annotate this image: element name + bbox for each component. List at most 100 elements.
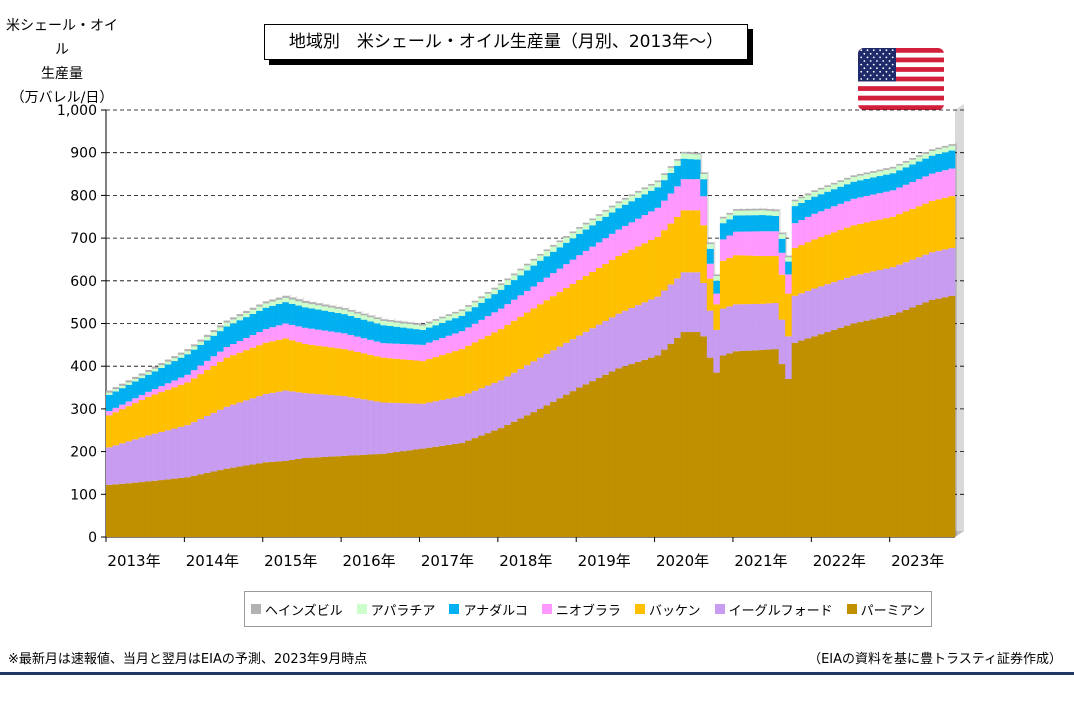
bar-segment: [288, 297, 296, 300]
bar-segment: [432, 340, 440, 358]
bar-segment: [798, 245, 806, 294]
bar-segment: [680, 153, 688, 159]
bar-segment: [452, 333, 460, 352]
bar-segment: [824, 332, 832, 537]
bar-segment: [432, 401, 440, 447]
bar-segment: [262, 307, 270, 330]
bar-segment: [145, 396, 153, 436]
bar-segment: [870, 177, 877, 195]
bar-segment: [804, 199, 812, 217]
bar-segment: [850, 181, 858, 199]
bar-segment: [282, 295, 290, 298]
bar-segment: [367, 321, 375, 340]
x-tick-label: 2016年: [343, 552, 396, 570]
bar-segment: [595, 267, 603, 325]
bar-segment: [857, 223, 864, 275]
bar-segment: [857, 180, 864, 198]
bar-segment: [197, 344, 205, 366]
bar-segment: [119, 385, 126, 389]
bar-segment: [106, 392, 113, 395]
bar-segment: [347, 311, 355, 316]
bar-segment: [569, 284, 577, 340]
bar-segment: [203, 360, 211, 371]
bar-segment: [550, 273, 557, 297]
bar-segment: [589, 271, 597, 329]
bar-segment: [589, 246, 597, 272]
bar-segment: [367, 354, 375, 401]
bar-segment: [537, 408, 544, 537]
bar-segment: [582, 224, 590, 230]
bar-segment: [484, 335, 492, 386]
bar-segment: [210, 412, 218, 472]
bar-segment: [517, 275, 525, 296]
bar-segment: [164, 383, 172, 390]
bar-segment: [628, 249, 636, 308]
bar-segment: [256, 345, 264, 397]
bar-segment: [288, 340, 296, 392]
bar-segment: [589, 381, 597, 537]
bar-segment: [628, 222, 636, 250]
bar-segment: [850, 177, 858, 182]
bar-segment: [386, 402, 394, 453]
bar-segment: [510, 299, 518, 321]
bar-segment: [458, 443, 466, 537]
bar-segment: [654, 296, 662, 356]
bar-segment: [693, 159, 701, 180]
bar-segment: [785, 257, 793, 262]
bar-segment: [674, 160, 682, 166]
chart-title: 地域別 米シェール・オイル生産量（月別、2013年～）: [288, 32, 724, 52]
bar-segment: [380, 343, 388, 358]
bar-segment: [125, 401, 133, 407]
bar-segment: [746, 210, 753, 216]
bar-segment: [680, 272, 688, 333]
bar-segment: [563, 242, 571, 265]
bar-segment: [497, 289, 505, 309]
bar-segment: [759, 231, 766, 257]
bar-segment: [203, 340, 211, 361]
bar-segment: [595, 214, 603, 216]
bar-segment: [523, 415, 531, 537]
bar-segment: [458, 349, 466, 397]
bar-segment: [328, 331, 335, 348]
bar-segment: [634, 305, 642, 362]
bar-segment: [948, 144, 956, 146]
bar-segment: [484, 292, 492, 294]
bar-segment: [870, 271, 877, 320]
bar-segment: [857, 173, 864, 176]
bar-segment: [393, 326, 401, 344]
bar-segment: [615, 229, 623, 257]
bar-segment: [700, 172, 708, 175]
bar-segment: [458, 309, 466, 312]
bar-segment: [811, 288, 819, 337]
bar-segment: [386, 320, 394, 322]
bar-segment: [752, 210, 760, 216]
bar-segment: [334, 456, 342, 537]
bar-segment: [288, 324, 296, 341]
bar-segment: [915, 305, 923, 537]
bar-segment: [804, 338, 812, 537]
bar-segment: [837, 279, 845, 328]
bar-segment: [915, 206, 923, 258]
bar-segment: [223, 406, 231, 469]
bar-segment: [915, 179, 923, 207]
bar-segment: [197, 419, 205, 475]
bar-segment: [896, 187, 904, 215]
bar-segment: [752, 231, 760, 256]
bar-segment: [452, 313, 460, 319]
bar-segment: [112, 412, 120, 446]
bar-segment: [210, 365, 218, 413]
bar-segment: [713, 329, 721, 373]
bar-segment: [119, 404, 126, 410]
bar-segment: [491, 312, 499, 333]
bar-segment: [184, 374, 192, 383]
bar-segment: [615, 313, 623, 369]
bar-segment: [765, 231, 773, 257]
bar-segment: [621, 199, 629, 205]
bar-segment: [582, 222, 590, 225]
stacked-bar-chart: 0 100 200 300 400 500 600 700 800 900 1,000 2013年 2…: [57, 103, 964, 570]
bar-segment: [399, 359, 407, 404]
bar-segment: [883, 316, 891, 537]
bar-segment: [746, 231, 753, 256]
bar-segment: [373, 323, 381, 342]
bar-segment: [314, 394, 322, 458]
